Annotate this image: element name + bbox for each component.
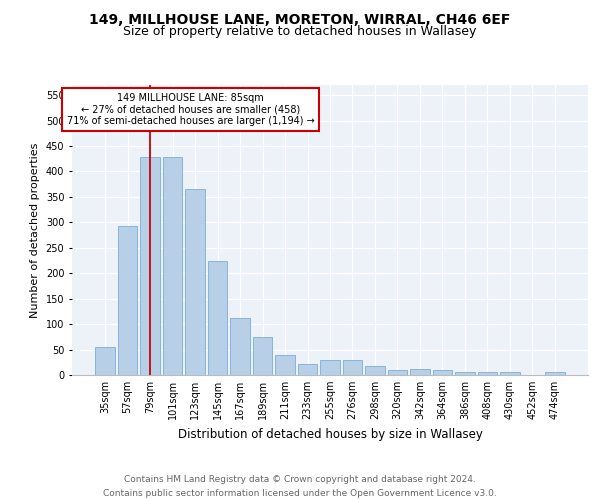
Text: Size of property relative to detached houses in Wallasey: Size of property relative to detached ho… xyxy=(124,25,476,38)
Bar xyxy=(433,370,452,375)
Bar xyxy=(455,372,475,375)
Bar xyxy=(410,370,430,375)
Bar xyxy=(230,318,250,375)
Bar xyxy=(478,372,497,375)
X-axis label: Distribution of detached houses by size in Wallasey: Distribution of detached houses by size … xyxy=(178,428,482,440)
Bar xyxy=(388,370,407,375)
Text: 149, MILLHOUSE LANE, MORETON, WIRRAL, CH46 6EF: 149, MILLHOUSE LANE, MORETON, WIRRAL, CH… xyxy=(89,12,511,26)
Text: Contains HM Land Registry data © Crown copyright and database right 2024.
Contai: Contains HM Land Registry data © Crown c… xyxy=(103,476,497,498)
Y-axis label: Number of detached properties: Number of detached properties xyxy=(30,142,40,318)
Bar xyxy=(208,260,227,375)
Bar xyxy=(95,347,115,375)
Bar xyxy=(500,372,520,375)
Bar xyxy=(365,366,385,375)
Text: 149 MILLHOUSE LANE: 85sqm
← 27% of detached houses are smaller (458)
71% of semi: 149 MILLHOUSE LANE: 85sqm ← 27% of detac… xyxy=(67,92,314,126)
Bar xyxy=(253,337,272,375)
Bar xyxy=(343,360,362,375)
Bar xyxy=(163,157,182,375)
Bar xyxy=(545,372,565,375)
Bar xyxy=(298,364,317,375)
Bar xyxy=(320,360,340,375)
Bar xyxy=(185,190,205,375)
Bar xyxy=(275,354,295,375)
Bar xyxy=(118,226,137,375)
Bar xyxy=(140,157,160,375)
